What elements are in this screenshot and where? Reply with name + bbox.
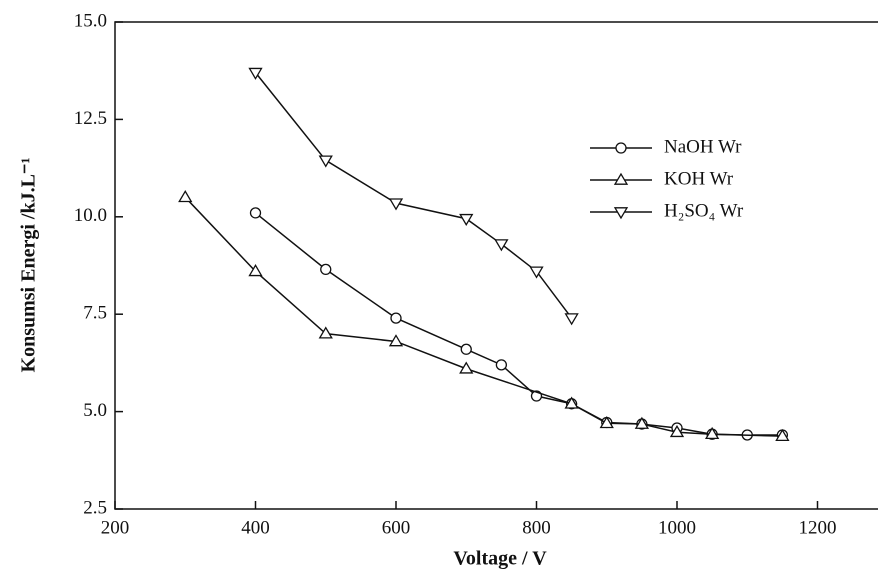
data-point	[388, 198, 404, 211]
data-point	[248, 264, 263, 277]
data-point	[564, 313, 579, 326]
data-point	[460, 343, 472, 355]
legend-label: H₂SO₄ Wr	[664, 200, 744, 221]
data-point	[529, 266, 544, 279]
data-point	[178, 190, 193, 203]
x-tick-label: 1000	[658, 517, 696, 538]
y-tick-label: 2.5	[83, 497, 107, 518]
data-point	[564, 396, 579, 409]
legend-label: NaOH Wr	[664, 136, 742, 157]
legend-marker	[613, 172, 629, 185]
data-point	[320, 263, 332, 276]
x-tick-label: 200	[101, 517, 130, 538]
data-point	[459, 361, 474, 374]
data-point	[318, 155, 333, 168]
x-axis-title: Voltage / V	[453, 548, 547, 570]
y-tick-label: 7.5	[83, 303, 107, 324]
data-point	[599, 416, 614, 429]
x-tick-label: 600	[382, 517, 411, 538]
legend-marker	[615, 142, 627, 154]
plot-frame	[114, 21, 878, 510]
series-line	[255, 212, 783, 436]
series-line	[254, 72, 573, 319]
y-tick-label: 12.5	[74, 108, 107, 129]
data-point	[495, 359, 508, 371]
legend-label: KOH Wr	[664, 168, 734, 189]
data-point	[459, 213, 474, 227]
series-line	[184, 196, 783, 437]
data-point	[318, 326, 333, 339]
data-point	[634, 416, 650, 429]
x-tick-label: 800	[522, 517, 551, 538]
data-point	[249, 207, 262, 219]
y-tick-label: 5.0	[83, 400, 107, 421]
y-tick-label: 10.0	[74, 205, 107, 226]
x-tick-label: 1200	[799, 517, 837, 538]
y-tick-label: 15.0	[74, 10, 107, 31]
data-point	[494, 239, 509, 252]
data-point	[704, 426, 720, 440]
data-point	[248, 67, 263, 80]
y-axis-title: Konsumsi Energi /kJ.L⁻¹	[18, 158, 40, 373]
legend-marker	[613, 207, 629, 220]
data-point	[775, 428, 790, 441]
data-point	[388, 334, 404, 347]
data-point	[390, 312, 402, 324]
x-tick-label: 400	[241, 517, 270, 538]
data-point	[669, 424, 685, 438]
